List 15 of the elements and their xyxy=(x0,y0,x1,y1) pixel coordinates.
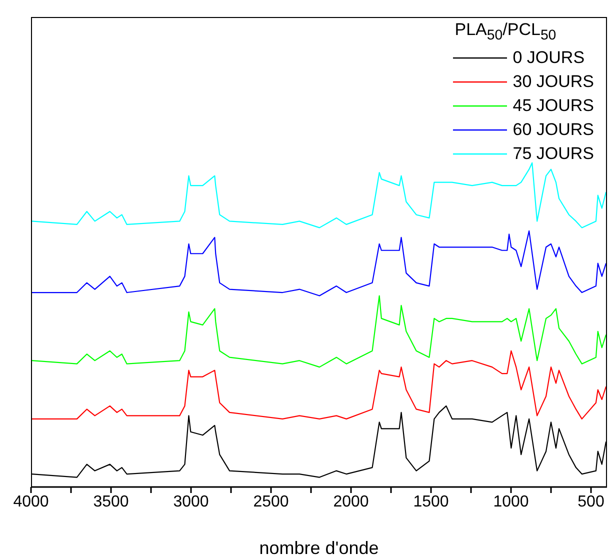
x-tick-label: 2500 xyxy=(253,493,289,510)
x-tick-label: 3500 xyxy=(93,493,129,510)
x-tick-label: 1000 xyxy=(493,493,529,510)
x-tick-label: 2000 xyxy=(333,493,369,510)
x-axis-title: nombre d'onde xyxy=(259,538,379,556)
legend-label: 45 JOURS xyxy=(512,95,594,118)
x-tick-label: 3000 xyxy=(173,493,209,510)
legend-label: 60 JOURS xyxy=(512,119,594,142)
x-tick-label: 4000 xyxy=(13,493,49,510)
legend-label: 0 JOURS xyxy=(512,47,585,70)
legend-label: 75 JOURS xyxy=(512,143,594,166)
x-tick-label: 500 xyxy=(578,493,604,510)
x-tick-label: 1500 xyxy=(413,493,449,510)
legend-title: PLA$_{50}$/PCL$_{50}$ xyxy=(454,20,556,44)
legend-label: 30 JOURS xyxy=(512,71,594,94)
